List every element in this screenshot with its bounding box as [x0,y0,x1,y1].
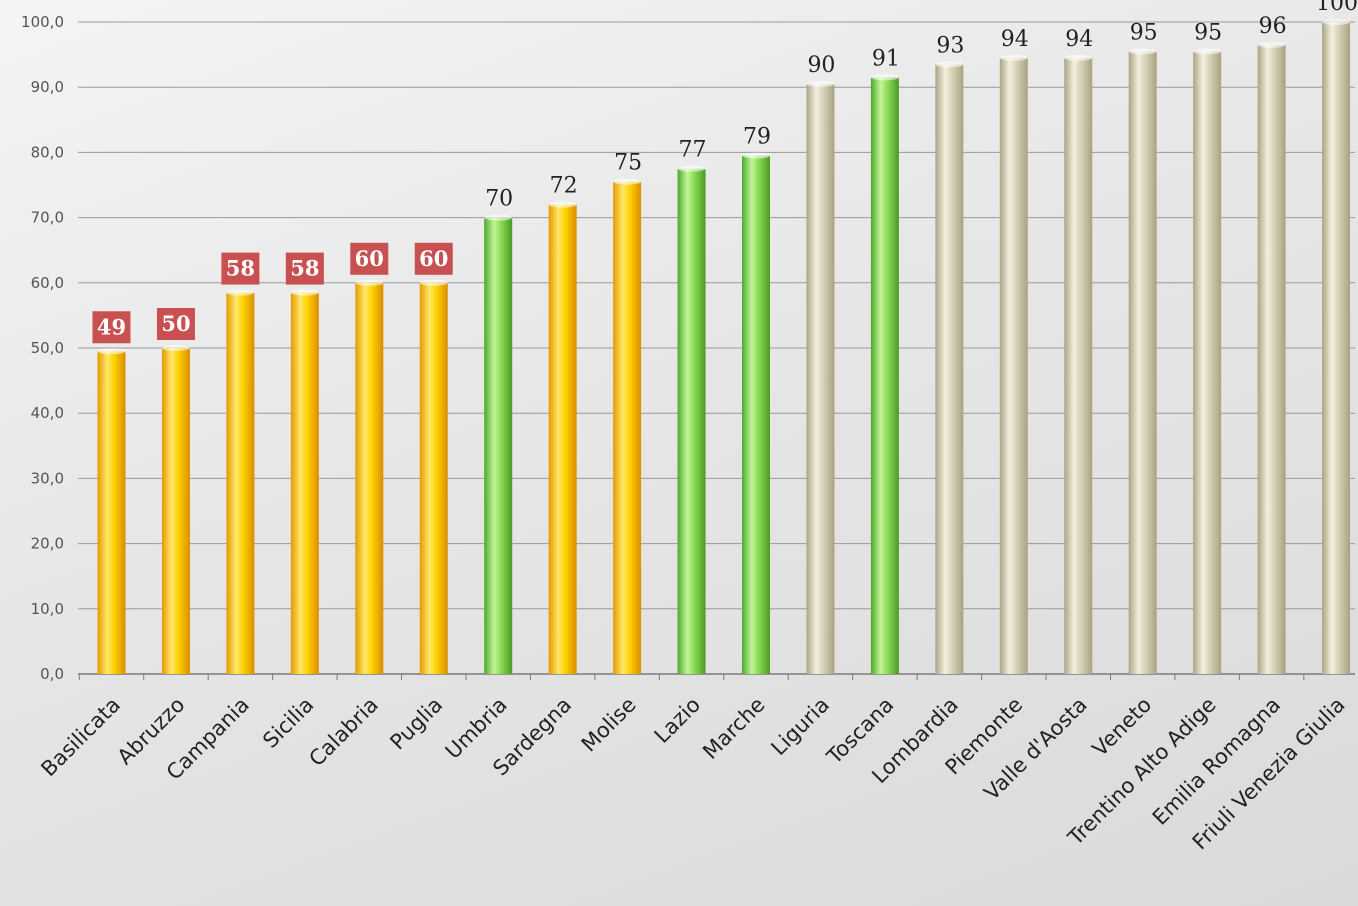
category-label: Lazio [650,693,705,748]
value-labels: 49 50 58 58 60 60 70 72 75 77 79 90 91 93 94 94 95 95 96 10… [92,0,1358,344]
value-label: 58 [290,256,319,281]
y-tick-label: 10,0 [31,600,64,618]
category-label: Puglia [385,693,447,755]
bar [1064,57,1093,675]
value-label: 91 [872,46,900,71]
bar-cap [97,348,126,355]
y-tick-label: 60,0 [31,274,64,292]
bar-cap [677,165,706,172]
value-label: 94 [1001,27,1029,52]
value-label: 79 [743,125,771,150]
value-label: 75 [614,151,642,176]
y-axis-tick-labels: 0,0 10,0 20,0 30,0 40,0 50,0 60,0 70,0 80,0 90,0 1… [21,13,64,683]
y-tick-label: 90,0 [31,78,64,96]
bar [290,292,319,674]
value-label-box [285,252,324,285]
bar-cap [355,279,384,286]
y-tick-label: 80,0 [31,143,64,161]
y-tick-label: 30,0 [31,469,64,487]
bar-cap [1064,54,1093,61]
bar-cap [999,54,1028,61]
bar [419,282,448,674]
value-label: 50 [161,311,190,336]
bar-cap [613,178,642,185]
y-tick-label: 0,0 [40,665,64,683]
value-label-box [156,308,195,340]
bar-cap [935,61,964,68]
bar-cap [870,74,899,81]
category-label: Marche [698,693,769,764]
value-label: 72 [550,174,578,199]
bar-cap [484,214,513,221]
value-label-box [221,252,260,285]
value-label: 95 [1130,20,1158,45]
y-tick-label: 40,0 [31,404,64,422]
y-tick-label: 100,0 [21,13,64,31]
bar [1128,51,1157,674]
category-label: Calabria [304,693,382,771]
value-label: 70 [485,187,513,212]
bar [97,351,126,674]
bar [226,292,255,674]
value-label: 60 [419,246,448,271]
value-label: 58 [226,256,255,281]
bar [1193,51,1222,674]
y-tick-label: 20,0 [31,535,64,553]
bar [1257,44,1286,674]
bar [677,168,706,674]
category-label: Basilicata [36,693,125,782]
bar [484,217,513,674]
grid-lines [78,21,1355,680]
bar-cap [742,152,770,159]
bar-cap [1257,41,1286,48]
bar-cap [290,289,319,296]
bar [742,155,770,674]
bar-cap [226,289,255,296]
value-label-box [350,242,389,275]
bar-cap [806,80,835,87]
value-label: 100 [1316,0,1358,16]
bar [935,64,964,674]
value-label-box [92,311,131,344]
value-label: 60 [355,246,384,271]
value-label: 95 [1194,20,1222,45]
bar-cap [548,201,577,208]
y-tick-label: 50,0 [31,339,64,357]
value-label: 96 [1259,14,1287,39]
bar [806,83,835,674]
bar-cap [1322,19,1351,25]
value-label: 90 [807,53,835,78]
category-label: Molise [577,693,641,757]
bar [355,282,384,674]
bar [999,57,1028,675]
value-label: 77 [679,138,707,163]
bar-cap [419,279,448,286]
value-label-box [414,242,453,275]
value-label: 94 [1065,27,1093,52]
bar-cap [1193,48,1222,55]
y-tick-label: 70,0 [31,209,64,227]
bar-cap [1128,48,1157,55]
bar [870,77,899,675]
bars [97,19,1351,675]
value-label: 49 [97,314,126,339]
bar [613,181,642,675]
bar [161,348,190,674]
bar-cap [161,345,190,351]
bar [1322,22,1351,674]
value-label: 93 [936,33,964,58]
category-label: Sicilia [258,693,318,753]
bar [548,204,577,674]
